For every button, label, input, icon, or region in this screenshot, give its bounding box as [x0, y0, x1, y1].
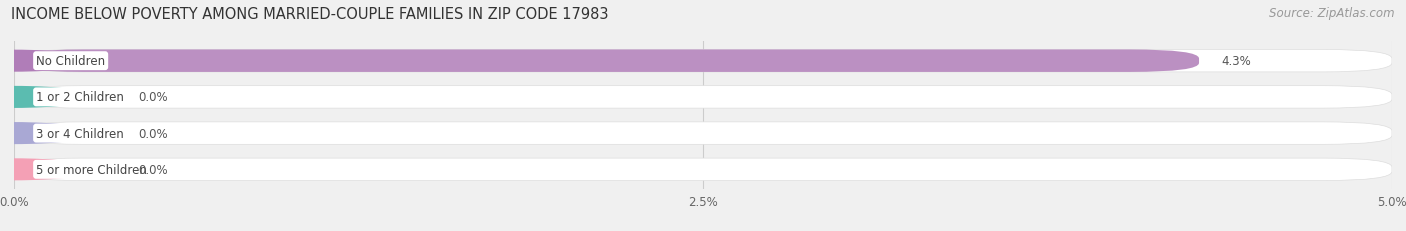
Circle shape — [0, 123, 93, 144]
FancyBboxPatch shape — [14, 50, 1392, 73]
Circle shape — [0, 87, 93, 108]
FancyBboxPatch shape — [14, 122, 1392, 145]
Text: 0.0%: 0.0% — [138, 127, 167, 140]
Text: 0.0%: 0.0% — [138, 91, 167, 104]
Circle shape — [0, 51, 93, 72]
Text: INCOME BELOW POVERTY AMONG MARRIED-COUPLE FAMILIES IN ZIP CODE 17983: INCOME BELOW POVERTY AMONG MARRIED-COUPL… — [11, 7, 609, 22]
FancyBboxPatch shape — [14, 158, 1392, 181]
FancyBboxPatch shape — [14, 86, 1392, 109]
Circle shape — [0, 159, 93, 180]
Text: 1 or 2 Children: 1 or 2 Children — [37, 91, 124, 104]
Text: No Children: No Children — [37, 55, 105, 68]
Text: 5 or more Children: 5 or more Children — [37, 163, 148, 176]
Text: 0.0%: 0.0% — [138, 163, 167, 176]
Text: 3 or 4 Children: 3 or 4 Children — [37, 127, 124, 140]
FancyBboxPatch shape — [14, 50, 1199, 73]
Text: Source: ZipAtlas.com: Source: ZipAtlas.com — [1270, 7, 1395, 20]
Text: 4.3%: 4.3% — [1220, 55, 1251, 68]
